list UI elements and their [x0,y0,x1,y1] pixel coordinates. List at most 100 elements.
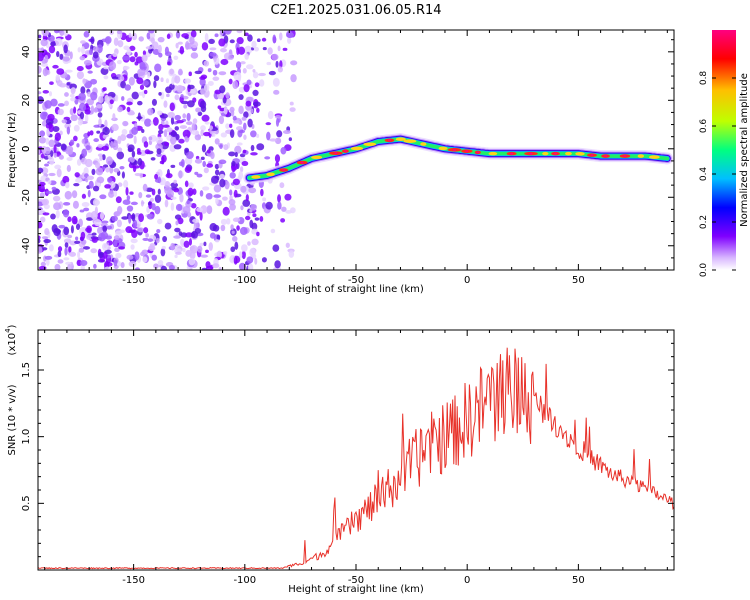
noise-blob [139,172,143,179]
noise-blob [156,229,161,234]
noise-blob [71,215,78,225]
noise-blob [262,46,267,51]
colorbar-tick-label: 0.6 [699,119,709,134]
noise-blob [131,150,136,158]
noise-blob [166,93,170,98]
noise-blob [97,143,103,148]
noise-blob [126,133,134,139]
noise-blob [126,101,133,106]
noise-blob [237,46,246,55]
ridge-peak-core [387,139,391,142]
noise-blob [63,201,71,206]
top-y-axis-label: Frequency (Hz) [7,112,18,188]
noise-blob [40,39,48,47]
noise-blob [243,134,247,140]
noise-blob [222,196,228,201]
noise-blob [140,200,144,207]
noise-blob [220,224,226,232]
noise-blob [131,127,139,135]
noise-blob [41,236,49,240]
noise-blob [104,262,113,267]
noise-blob [197,245,203,253]
noise-blob [81,148,88,158]
noise-blob [122,120,129,127]
noise-blob [177,41,183,45]
noise-blob [39,192,45,198]
noise-blob [188,238,193,246]
noise-blob [129,45,136,52]
noise-blob [114,247,120,252]
noise-blob [38,91,42,95]
noise-blob [63,257,70,261]
noise-blob [279,32,283,41]
noise-blob [67,234,73,239]
noise-blob [38,185,41,190]
noise-blob [48,91,53,97]
noise-blob [160,77,164,83]
noise-blob [68,246,72,253]
noise-blob [70,97,76,102]
noise-blob [247,263,254,270]
noise-blob [141,80,149,86]
noise-blob [262,197,267,202]
noise-blob [138,36,144,42]
noise-blob [109,99,114,105]
noise-blob [236,225,240,231]
noise-blob [290,60,298,66]
noise-blob [120,80,126,89]
noise-blob [212,69,218,76]
noise-blob [115,252,122,259]
noise-blob [164,51,172,57]
x-tick-label: 0 [464,575,470,586]
noise-blob [233,71,242,81]
svg-text:(x104): (x104) [4,324,18,355]
noise-blob [48,139,55,148]
noise-blob [107,176,113,183]
noise-blob [104,184,111,189]
noise-blob [178,231,183,236]
noise-blob [207,68,212,73]
noise-blob [188,89,196,94]
noise-blob [82,78,86,85]
chart-title: C2E1.2025.031.06.05.R14 [270,3,441,18]
noise-blob [178,138,185,144]
noise-blob [92,198,100,207]
noise-blob [182,205,191,214]
noise-blob [238,251,243,259]
noise-blob [45,258,50,266]
noise-blob [134,51,138,58]
noise-blob [190,52,199,59]
noise-blob [105,166,110,173]
noise-blob [40,175,47,183]
noise-blob [42,30,50,37]
noise-blob [137,227,145,233]
noise-blob [174,114,181,121]
noise-blob [241,161,249,167]
noise-blob [167,61,171,66]
noise-blob [229,39,235,44]
y-tick-label: 20 [21,94,32,107]
noise-blob [80,46,85,55]
noise-blob [195,107,201,113]
noise-blob [137,100,143,106]
noise-blob [148,30,155,34]
noise-blob [102,127,110,136]
noise-blob [209,52,217,57]
noise-blob [112,113,116,121]
noise-blob [179,193,184,203]
noise-blob [182,129,191,139]
noise-blob [173,55,179,61]
noise-blob [132,165,141,169]
noise-blob [131,32,138,41]
noise-blob [140,251,146,257]
noise-blob [44,100,52,109]
noise-blob [200,254,209,258]
noise-blob [151,254,158,261]
top-x-axis: -150 -100 -50 0 50 [44,30,668,286]
noise-blob [240,205,244,211]
noise-blob [93,138,100,143]
noise-blob [121,128,128,135]
noise-blob [247,241,251,246]
noise-blob [66,156,73,162]
noise-blob [199,78,206,87]
